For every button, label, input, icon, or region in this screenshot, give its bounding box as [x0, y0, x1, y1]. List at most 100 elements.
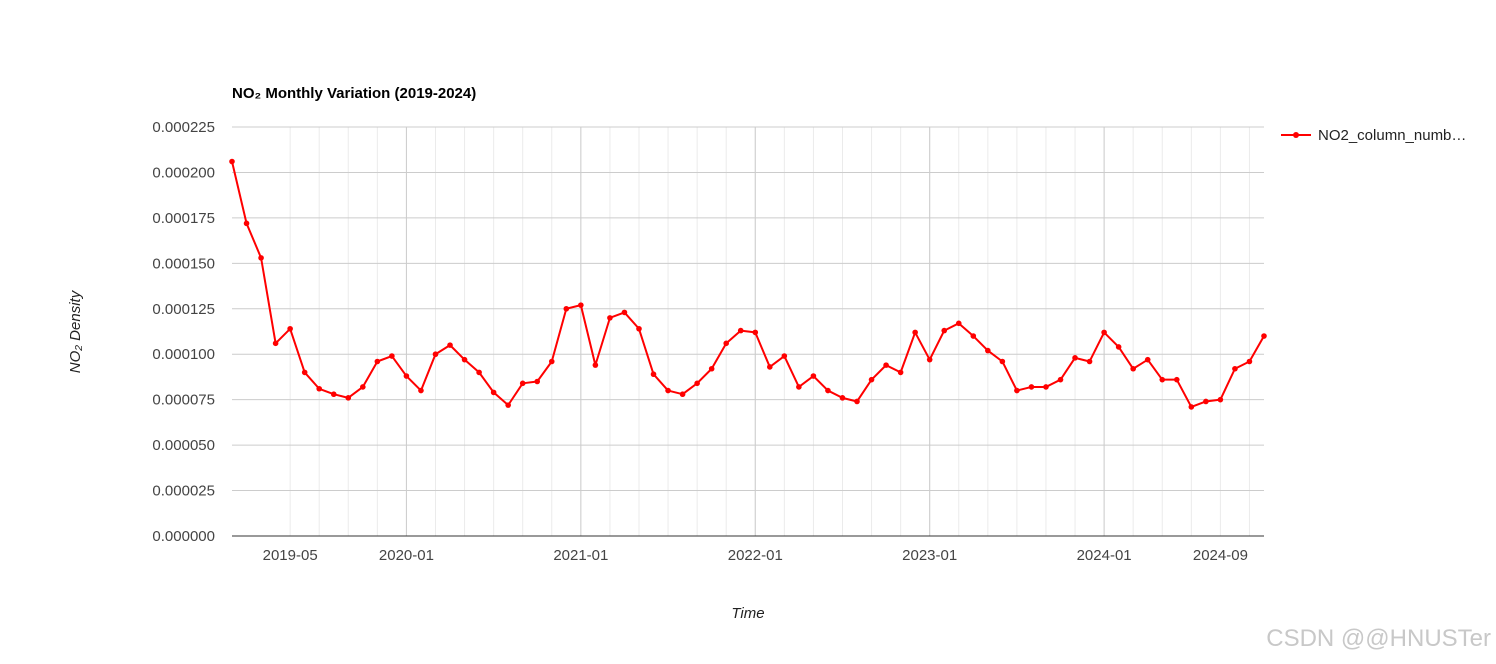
data-point: [1203, 398, 1209, 405]
data-point: [287, 325, 293, 332]
data-point: [272, 340, 279, 347]
data-point: [650, 371, 657, 378]
data-point: [883, 362, 889, 368]
data-point: [912, 329, 918, 336]
data-point: [868, 376, 875, 383]
y-tick-label: 0.000025: [152, 483, 215, 500]
x-tick-label: 2021-01: [553, 547, 608, 564]
data-point: [854, 398, 860, 405]
chart-title: NO₂ Monthly Variation (2019-2024): [232, 85, 476, 102]
watermark: CSDN @@HNUSTer: [1266, 625, 1491, 652]
x-tick-label: 2022-01: [728, 547, 783, 564]
data-point: [1159, 376, 1166, 383]
data-point: [592, 362, 599, 368]
series-layer[interactable]: [229, 158, 1267, 410]
legend-swatch-marker: [1293, 132, 1299, 138]
x-tick-label: 2024-09: [1193, 547, 1248, 564]
data-point: [432, 351, 439, 358]
data-point: [970, 333, 977, 339]
data-point: [490, 389, 497, 396]
data-point: [374, 358, 381, 365]
data-point: [330, 391, 337, 398]
data-point: [694, 380, 700, 387]
data-point: [1115, 344, 1122, 350]
data-point: [985, 347, 991, 354]
data-point: [243, 220, 250, 227]
legend-label: NO2_column_numb…: [1318, 127, 1466, 144]
data-point: [1101, 329, 1107, 336]
data-point: [563, 305, 570, 312]
data-point: [476, 369, 482, 376]
x-axis-title: Time: [731, 605, 764, 622]
y-tick-label: 0.000050: [152, 437, 215, 454]
data-point: [360, 384, 366, 390]
data-point: [752, 329, 759, 336]
y-tick-label: 0.000150: [152, 255, 215, 272]
x-tick-label: 2019-05: [263, 547, 318, 564]
series-line: [231, 161, 1265, 408]
data-point: [461, 356, 468, 363]
data-point: [345, 395, 352, 401]
major-gridlines: [232, 126, 1264, 536]
x-tick-label: 2024-01: [1077, 547, 1132, 564]
data-point: [578, 302, 584, 308]
data-point: [999, 358, 1006, 365]
data-point: [621, 309, 628, 316]
y-tick-label: 0.000175: [152, 210, 215, 227]
data-point: [723, 340, 729, 347]
data-point: [1028, 384, 1035, 390]
data-point: [505, 402, 511, 408]
data-point: [229, 158, 235, 165]
data-point: [767, 364, 773, 370]
y-tick-label: 0.000125: [152, 301, 215, 318]
data-point: [679, 391, 686, 398]
data-point: [941, 327, 948, 334]
data-point: [1261, 333, 1267, 339]
data-point: [839, 395, 846, 401]
y-axis-title: NO₂ Density: [67, 289, 84, 373]
data-point: [708, 365, 715, 372]
data-point: [1057, 376, 1064, 383]
data-point: [1173, 376, 1180, 383]
x-tick-label: 2023-01: [902, 547, 957, 564]
data-point: [1232, 365, 1238, 372]
data-point: [737, 327, 744, 334]
data-point: [636, 325, 642, 332]
data-point: [1043, 384, 1049, 390]
data-point: [1144, 356, 1151, 363]
data-point: [258, 255, 264, 261]
data-point: [519, 380, 526, 387]
x-tick-label: 2020-01: [379, 547, 434, 564]
data-point: [403, 373, 410, 379]
x-axis-ticks: 2019-05 2020-01 2021-01 2022-01 2023-01 2024-…: [263, 547, 1248, 564]
data-point: [447, 342, 453, 348]
data-point: [781, 353, 788, 359]
data-point: [301, 369, 308, 376]
data-point: [796, 384, 802, 390]
data-point: [665, 387, 671, 394]
y-axis-ticks: 0.000000 0.000025 0.000050 0.000075 0.000100…: [152, 119, 215, 545]
y-tick-label: 0.000075: [152, 392, 215, 409]
data-point: [810, 373, 817, 379]
legend[interactable]: NO2_column_numb…: [1281, 127, 1466, 144]
data-point: [389, 353, 395, 359]
y-tick-label: 0.000200: [152, 164, 215, 181]
data-point: [1188, 404, 1195, 410]
data-point: [548, 358, 555, 365]
data-point: [1014, 387, 1020, 394]
data-point: [607, 315, 613, 321]
y-tick-label: 0.000225: [152, 119, 215, 136]
data-point: [1086, 358, 1093, 365]
data-point: [316, 385, 323, 392]
y-tick-label: 0.000000: [152, 528, 215, 545]
data-point: [1130, 365, 1136, 372]
data-point: [955, 320, 962, 327]
data-point: [534, 378, 541, 385]
data-point: [1246, 358, 1253, 365]
data-point: [926, 356, 933, 363]
y-tick-label: 0.000100: [152, 346, 215, 363]
data-point: [1217, 396, 1224, 403]
data-point: [825, 387, 831, 394]
data-point: [1072, 355, 1078, 361]
